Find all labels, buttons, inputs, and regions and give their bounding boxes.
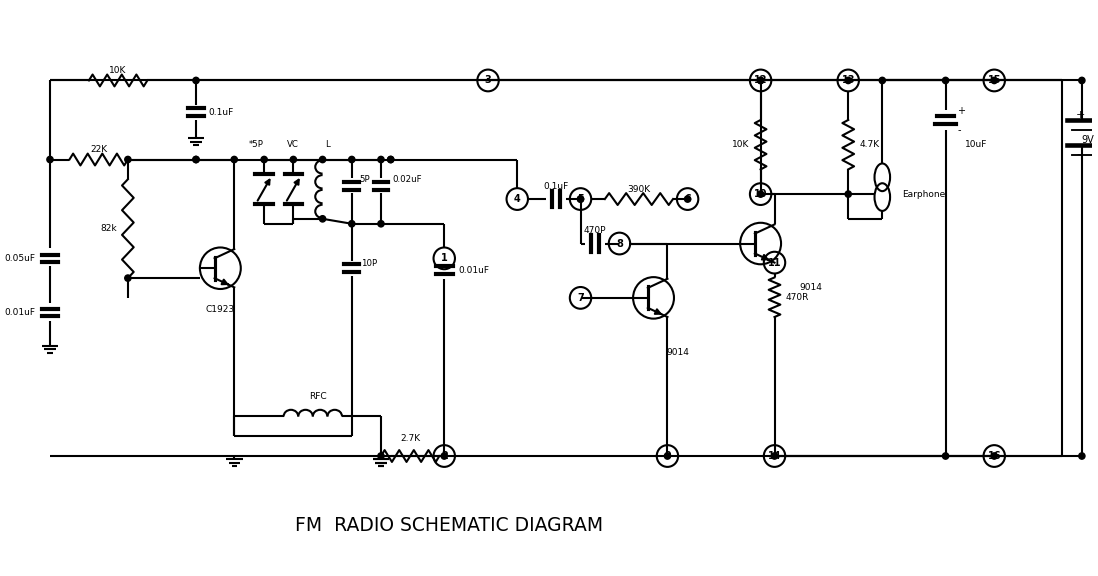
Circle shape [47, 156, 53, 162]
Circle shape [232, 156, 237, 162]
Text: 22K: 22K [90, 145, 108, 154]
Text: 10K: 10K [731, 140, 749, 149]
Text: C1923: C1923 [205, 305, 235, 314]
Circle shape [758, 77, 764, 84]
Text: 82k: 82k [101, 224, 117, 233]
Circle shape [349, 221, 355, 227]
Circle shape [578, 196, 584, 202]
Circle shape [378, 221, 384, 227]
Text: 0.01uF: 0.01uF [459, 266, 490, 275]
Text: 11: 11 [768, 257, 782, 268]
Text: +: + [957, 106, 965, 116]
Circle shape [349, 156, 355, 162]
Circle shape [388, 156, 394, 162]
Text: 14: 14 [768, 451, 782, 461]
Circle shape [290, 156, 296, 162]
Text: -: - [957, 125, 961, 135]
Text: 390K: 390K [627, 185, 650, 194]
Text: 8: 8 [616, 238, 623, 248]
Circle shape [758, 77, 764, 84]
Circle shape [193, 77, 199, 84]
Circle shape [845, 77, 851, 84]
Text: 4.7K: 4.7K [860, 140, 879, 149]
Text: 10uF: 10uF [965, 140, 987, 149]
Text: RFC: RFC [309, 392, 326, 401]
Circle shape [991, 77, 997, 84]
Text: 9: 9 [664, 451, 671, 461]
Text: +: + [1076, 110, 1086, 120]
Circle shape [125, 156, 131, 162]
Circle shape [193, 156, 199, 162]
Text: -: - [1076, 150, 1080, 160]
Text: L: L [325, 140, 329, 149]
Text: 12: 12 [754, 75, 768, 85]
Text: FM  RADIO SCHEMATIC DIAGRAM: FM RADIO SCHEMATIC DIAGRAM [295, 516, 603, 535]
Circle shape [193, 156, 199, 162]
Circle shape [942, 453, 949, 459]
Circle shape [942, 77, 949, 84]
Text: 4: 4 [514, 194, 520, 204]
Circle shape [578, 196, 584, 202]
Circle shape [320, 156, 326, 162]
Circle shape [991, 453, 997, 459]
Circle shape [125, 275, 131, 281]
Circle shape [378, 156, 384, 162]
Text: 2.7K: 2.7K [400, 434, 421, 443]
Circle shape [261, 156, 267, 162]
Text: 9014: 9014 [666, 348, 690, 357]
Text: 0.01uF: 0.01uF [4, 308, 35, 317]
Circle shape [879, 77, 885, 84]
Text: 3: 3 [484, 75, 492, 85]
Circle shape [1078, 77, 1085, 84]
Text: 5P: 5P [359, 175, 370, 184]
Text: 2: 2 [441, 451, 448, 461]
Circle shape [441, 453, 447, 459]
Text: 7: 7 [578, 293, 584, 303]
Circle shape [1078, 453, 1085, 459]
Text: 6: 6 [684, 194, 691, 204]
Text: 13: 13 [841, 75, 855, 85]
Text: 10K: 10K [110, 66, 127, 75]
Text: 9V: 9V [1082, 135, 1095, 145]
Text: 0.1uF: 0.1uF [544, 181, 569, 191]
Circle shape [845, 191, 851, 197]
Circle shape [758, 191, 764, 197]
Text: 0.05uF: 0.05uF [4, 254, 35, 263]
Text: 0.1uF: 0.1uF [209, 108, 234, 116]
Text: 16: 16 [987, 451, 1001, 461]
Text: 470P: 470P [584, 226, 606, 235]
Circle shape [378, 453, 384, 459]
Text: VC: VC [288, 140, 300, 149]
Text: 5: 5 [578, 194, 584, 204]
Text: 10P: 10P [361, 259, 378, 268]
Circle shape [388, 156, 394, 162]
Text: 9014: 9014 [799, 283, 822, 293]
Text: 0.02uF: 0.02uF [393, 175, 423, 184]
Text: 15: 15 [987, 75, 1001, 85]
Text: *5P: *5P [249, 140, 264, 149]
Text: 10: 10 [754, 189, 768, 199]
Text: 1: 1 [441, 253, 448, 263]
Circle shape [684, 196, 691, 202]
Circle shape [772, 453, 777, 459]
Circle shape [664, 453, 671, 459]
Circle shape [320, 215, 326, 222]
Text: 470R: 470R [785, 293, 808, 302]
Text: Earphone: Earphone [901, 190, 945, 199]
